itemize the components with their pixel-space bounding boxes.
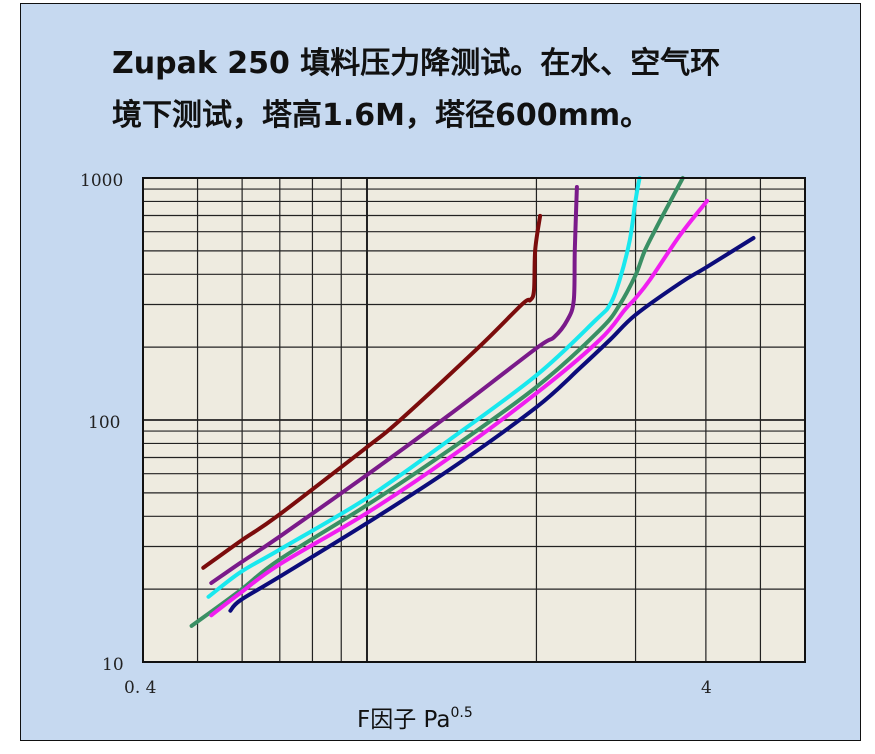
plot-border [142,177,806,663]
curve-navy [228,236,756,613]
x-tick-4: 4 [701,678,712,698]
curve-green [189,176,685,628]
gridlines [143,178,805,662]
x-tick-0.4: 0. 4 [124,678,156,698]
x-axis-label-exponent: 0.5 [450,705,473,721]
y-tick-100: 100 [88,413,120,433]
x-axis-label-text: F因子 Pa [357,707,451,733]
y-tick-1000: 1000 [80,171,123,191]
chart-title: Zupak 250 填料压力降测试。在水、空气环 境下测试，塔高1.6M，塔径6… [112,38,842,142]
title-line-2: 境下测试，塔高1.6M，塔径600mm。 [112,98,651,133]
x-axis-label: F因子 Pa0.5 [357,700,473,734]
curve-cyan [206,176,642,599]
curve-magenta [209,198,710,618]
curve-darkred [201,213,543,570]
y-tick-10: 10 [102,655,124,675]
title-line-1: Zupak 250 填料压力降测试。在水、空气环 [112,46,721,81]
data-curves [189,176,756,628]
curve-purple [209,185,579,585]
